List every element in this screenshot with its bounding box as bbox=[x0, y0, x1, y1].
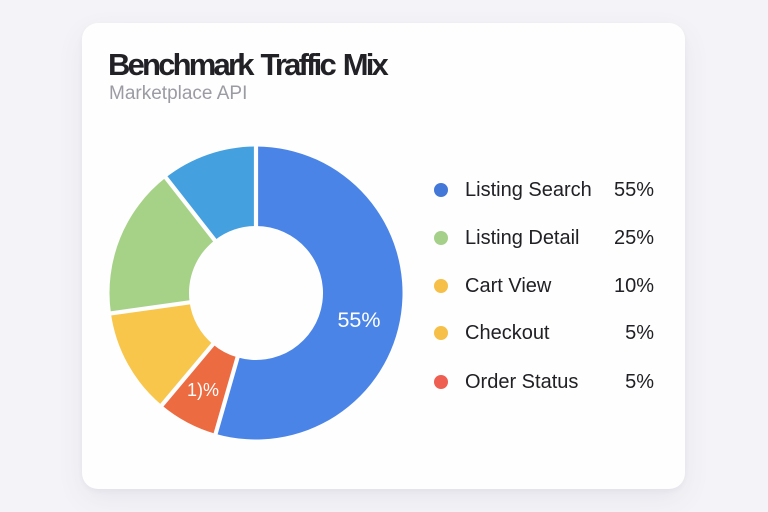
svg-text:1)%: 1)% bbox=[187, 380, 219, 400]
svg-text:55%: 55% bbox=[337, 308, 380, 332]
